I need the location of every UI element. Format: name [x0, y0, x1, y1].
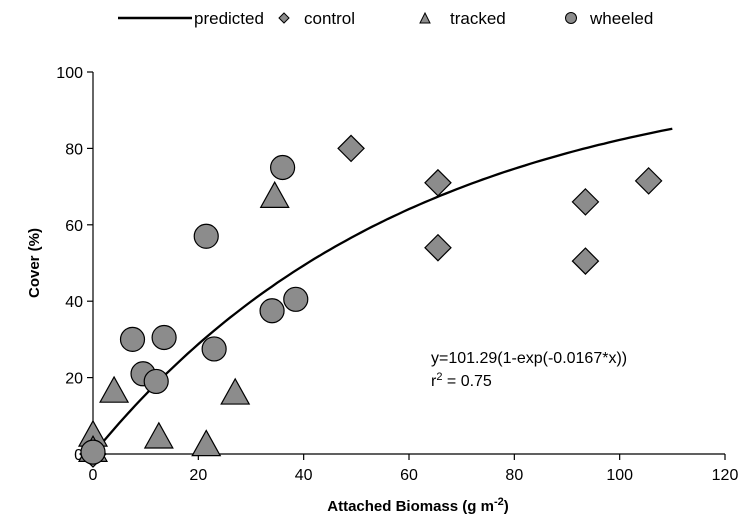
- control-point: [424, 168, 452, 197]
- x-tick-label: 60: [400, 467, 418, 484]
- fit-annotation: y=101.29(1-exp(-0.0167*x)) r2 = 0.75: [431, 350, 627, 390]
- legend-wheeled-swatch: [565, 12, 577, 24]
- axes: [92, 72, 725, 455]
- x-tick-label: 20: [189, 467, 207, 484]
- wheeled-point: [80, 439, 106, 465]
- wheeled-point: [283, 286, 309, 312]
- x-tick-label: 0: [89, 467, 98, 484]
- tracked-point: [259, 180, 290, 208]
- y-tick-label: 80: [65, 141, 83, 158]
- fit-r-squared: r2 = 0.75: [431, 371, 492, 390]
- control-point: [571, 188, 600, 216]
- control-point: [571, 247, 600, 275]
- y-tick-label: 40: [65, 294, 83, 311]
- tracked-point: [143, 421, 174, 449]
- legend-wheeled-label: wheeled: [589, 9, 653, 28]
- wheeled-point: [119, 326, 146, 352]
- x-axis-title: Attached Biomass (g m-2): [327, 496, 508, 515]
- legend-predicted-label: predicted: [194, 9, 264, 28]
- wheeled-point: [270, 154, 296, 181]
- control-point: [337, 134, 365, 163]
- x-tick-label: 40: [295, 467, 313, 484]
- legend-tracked-swatch: [419, 11, 431, 24]
- ticks: [87, 71, 726, 460]
- wheeled-point: [151, 324, 177, 351]
- tracked-point: [220, 377, 251, 405]
- y-tick-label: 20: [65, 371, 83, 388]
- fit-equation: y=101.29(1-exp(-0.0167*x)): [431, 350, 627, 367]
- markers: [77, 134, 663, 468]
- legend-tracked-label: tracked: [450, 9, 506, 28]
- wheeled-point: [201, 336, 227, 362]
- legend: predicted control tracked wheeled: [118, 9, 653, 28]
- x-tick-label: 80: [505, 467, 523, 484]
- control-point: [634, 167, 663, 195]
- predicted-curve: [92, 127, 673, 455]
- tracked-point: [99, 375, 130, 403]
- legend-control-label: control: [304, 9, 355, 28]
- control-point: [424, 233, 452, 262]
- tracked-point: [191, 429, 222, 457]
- y-axis-title: Cover (%): [26, 228, 43, 298]
- y-tick-label: 0: [74, 447, 83, 464]
- y-tick-label: 60: [65, 218, 83, 235]
- legend-control-swatch: [278, 12, 290, 24]
- x-tick-label: 120: [712, 467, 739, 484]
- y-tick-label: 100: [56, 65, 83, 82]
- wheeled-point: [143, 368, 169, 395]
- wheeled-point: [193, 223, 219, 249]
- x-tick-label: 100: [606, 467, 633, 484]
- tick-labels: 0 20 40 60 80 100 120 0 20 40 60 80 100: [56, 65, 738, 484]
- wheeled-point: [259, 298, 285, 324]
